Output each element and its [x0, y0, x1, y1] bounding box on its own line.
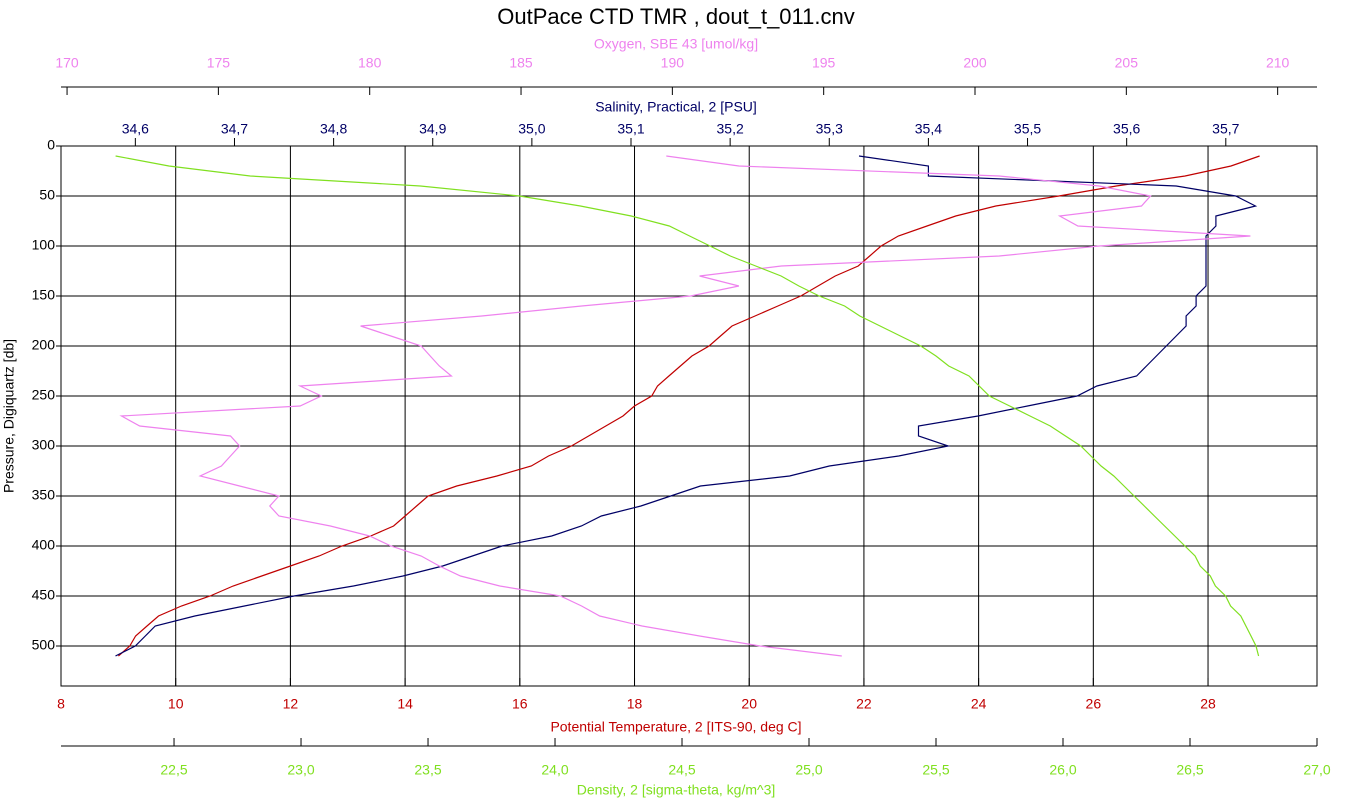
x-tick-label: 22 — [856, 696, 872, 712]
x-tick-label: 8 — [57, 696, 65, 712]
x-axis-title: Oxygen, SBE 43 [umol/kg] — [594, 36, 758, 52]
x-tick-label: 195 — [812, 55, 836, 71]
y-axis-title: Pressure, Digiquartz [db] — [1, 339, 17, 493]
x-tick-label: 16 — [512, 696, 528, 712]
x-tick-label: 35,6 — [1113, 121, 1140, 137]
x-tick-label: 12 — [283, 696, 299, 712]
x-tick-label: 185 — [509, 55, 533, 71]
y-tick-label: 0 — [47, 137, 55, 153]
x-tick-label: 180 — [358, 55, 382, 71]
y-tick-label: 500 — [32, 637, 56, 653]
y-tick-label: 150 — [32, 287, 56, 303]
x-tick-label: 10 — [168, 696, 184, 712]
x-tick-label: 27,0 — [1303, 762, 1330, 778]
y-tick-label: 50 — [39, 187, 55, 203]
x-tick-label: 24 — [971, 696, 987, 712]
chart-title: OutPace CTD TMR , dout_t_011.cnv — [497, 4, 854, 29]
y-tick-label: 200 — [32, 337, 56, 353]
x-tick-label: 205 — [1115, 55, 1139, 71]
x-tick-label: 23,0 — [287, 762, 314, 778]
x-tick-label: 210 — [1266, 55, 1290, 71]
x-tick-label: 35,1 — [617, 121, 644, 137]
x-tick-label: 175 — [207, 55, 231, 71]
x-tick-label: 35,3 — [816, 121, 843, 137]
x-tick-label: 26 — [1086, 696, 1102, 712]
y-tick-label: 400 — [32, 537, 56, 553]
x-tick-label: 25,5 — [922, 762, 949, 778]
x-tick-label: 200 — [963, 55, 987, 71]
x-tick-label: 34,7 — [221, 121, 248, 137]
x-tick-label: 24,0 — [541, 762, 568, 778]
x-tick-label: 24,5 — [668, 762, 695, 778]
x-tick-label: 35,2 — [717, 121, 744, 137]
x-tick-label: 34,6 — [122, 121, 149, 137]
x-tick-label: 170 — [55, 55, 79, 71]
x-tick-label: 190 — [661, 55, 685, 71]
x-tick-label: 34,8 — [320, 121, 347, 137]
x-tick-label: 26,0 — [1049, 762, 1076, 778]
profile-line — [118, 155, 1260, 657]
x-axis-title: Salinity, Practical, 2 [PSU] — [595, 99, 757, 115]
profile-line — [115, 155, 1260, 657]
profile-line — [115, 155, 1258, 657]
y-tick-label: 350 — [32, 487, 56, 503]
x-tick-label: 35,7 — [1212, 121, 1239, 137]
y-tick-label: 300 — [32, 437, 56, 453]
x-tick-label: 28 — [1200, 696, 1216, 712]
x-tick-label: 22,5 — [160, 762, 187, 778]
y-tick-label: 450 — [32, 587, 56, 603]
x-tick-label: 23,5 — [414, 762, 441, 778]
x-tick-label: 26,5 — [1176, 762, 1203, 778]
x-tick-label: 35,5 — [1014, 121, 1041, 137]
x-tick-label: 35,4 — [915, 121, 942, 137]
x-tick-label: 34,9 — [419, 121, 446, 137]
x-tick-label: 25,0 — [795, 762, 822, 778]
x-tick-label: 14 — [397, 696, 413, 712]
y-tick-label: 100 — [32, 237, 56, 253]
y-tick-label: 250 — [32, 387, 56, 403]
x-tick-label: 20 — [741, 696, 757, 712]
x-tick-label: 18 — [627, 696, 643, 712]
x-tick-label: 35,0 — [518, 121, 545, 137]
x-axis-title: Potential Temperature, 2 [ITS-90, deg C] — [550, 719, 801, 735]
x-axis-title: Density, 2 [sigma-theta, kg/m^3] — [577, 782, 776, 798]
profile-line — [119, 155, 1251, 657]
